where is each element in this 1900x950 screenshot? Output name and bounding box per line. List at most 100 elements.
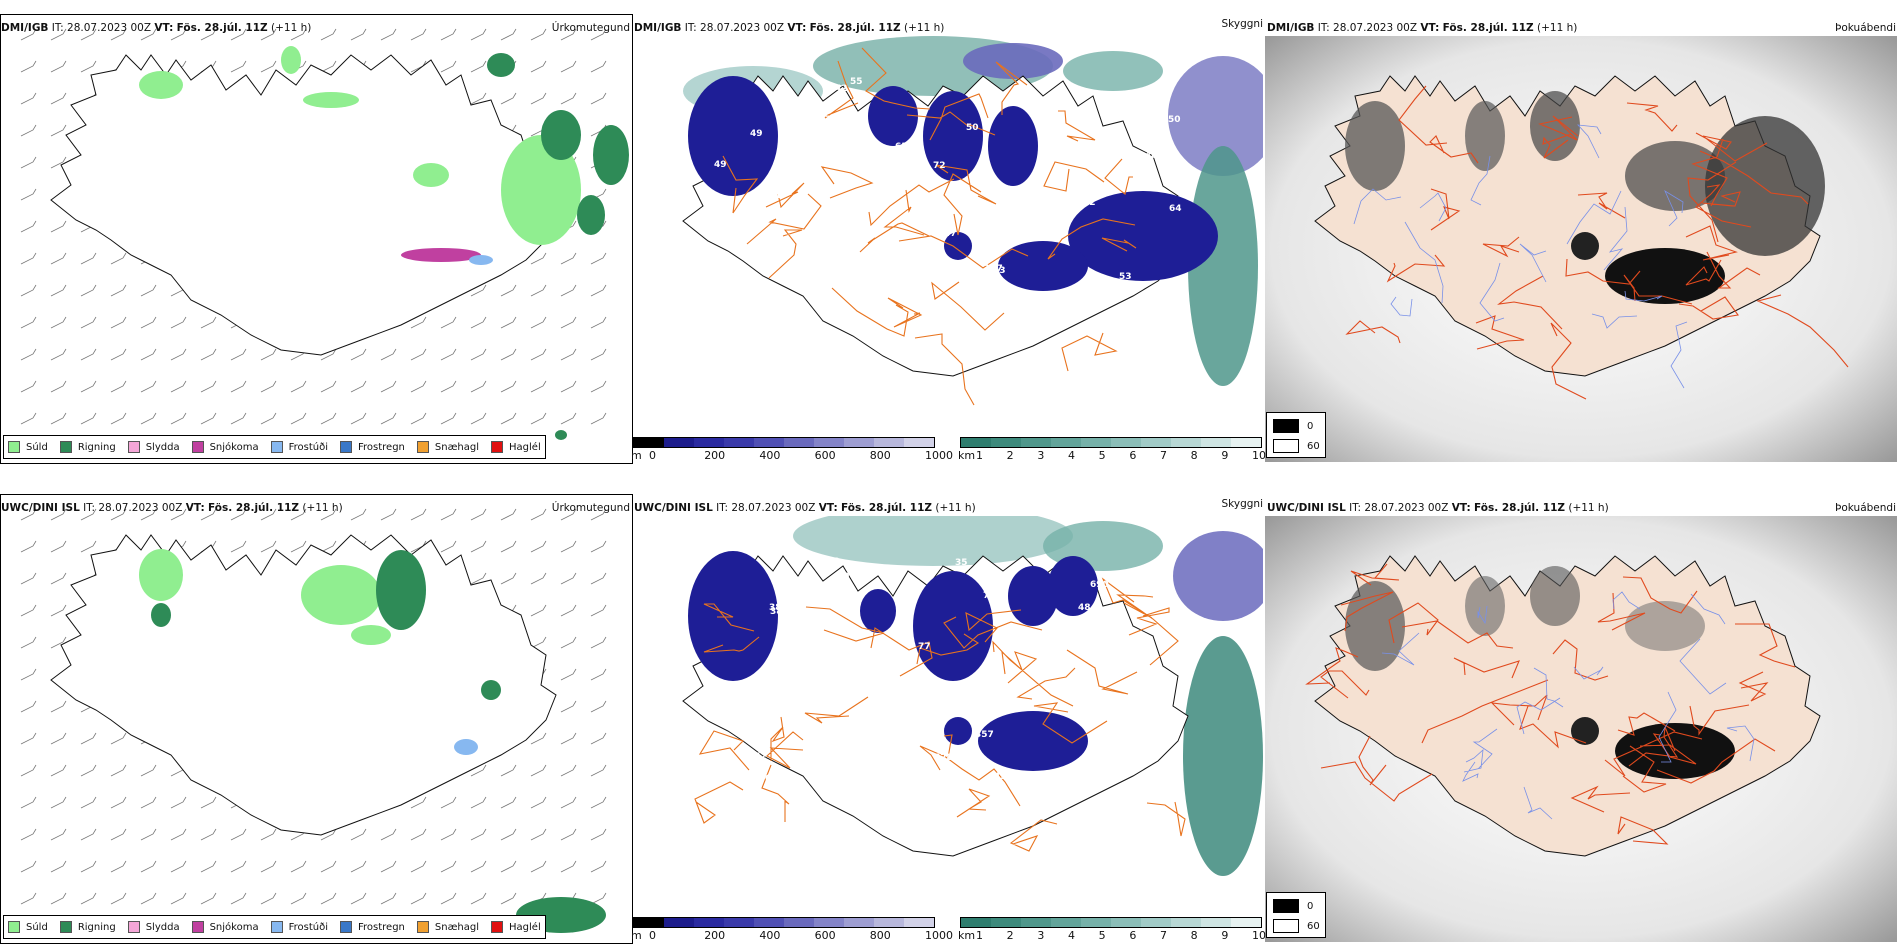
wind-barb — [320, 28, 337, 41]
cloud-base-label: 55 — [748, 711, 761, 721]
wind-barb — [50, 764, 67, 777]
colorbar-step — [991, 918, 1021, 927]
wind-barb — [20, 892, 37, 905]
header-row1-precip: DMI/IGB IT: 28.07.2023 00Z VT: Fös. 28.j… — [1, 22, 311, 34]
cloud-base-label: 103 — [993, 185, 1012, 195]
wind-barb — [590, 732, 607, 745]
wind-barb — [170, 828, 187, 841]
colorbar-step — [754, 438, 784, 447]
wind-barb — [590, 540, 607, 553]
wind-barb — [440, 540, 457, 553]
wind-barb — [440, 348, 457, 361]
cloud-base-label: 628 — [934, 753, 953, 763]
legend-item: Rigning — [59, 921, 116, 933]
wind-barb — [170, 316, 187, 329]
wind-barb — [560, 796, 577, 809]
wind-barb — [110, 508, 127, 521]
wind-barb — [80, 60, 97, 73]
wind-barb — [560, 380, 577, 393]
fog-index-areas — [1345, 566, 1735, 779]
wind-barb — [290, 892, 307, 905]
cloud-base-label: 55 — [850, 77, 863, 87]
model-name: DMI/IGB — [634, 22, 682, 34]
wind-barb — [500, 92, 517, 105]
wind-barb — [320, 348, 337, 361]
wind-barb — [290, 380, 307, 393]
legend-label: Frostúði — [288, 441, 328, 453]
wind-barb — [80, 892, 97, 905]
wind-barb — [80, 508, 97, 521]
cloud-base-label: 41 — [1124, 663, 1137, 673]
wind-barb — [80, 732, 97, 745]
colorbar-tick: 8 — [1190, 449, 1198, 462]
lead-time: (+11 h) — [904, 22, 945, 34]
model-name: UWC/DINI ISL — [1267, 502, 1346, 514]
colorbar-tick: 600 — [814, 929, 836, 942]
wind-barb — [50, 636, 67, 649]
legend-label: Rigning — [77, 921, 116, 933]
colorbar-step — [904, 918, 934, 927]
cloud-base-label: 79 — [983, 591, 996, 601]
colorbar-tick: 10 — [1252, 449, 1266, 462]
wind-barb — [140, 284, 157, 297]
model-name: UWC/DINI ISL — [1, 502, 80, 514]
precip-title-row2: Úrkomutegund — [551, 502, 630, 514]
cloud-base-label: 48 — [1078, 603, 1091, 613]
wind-barb — [470, 412, 487, 425]
wind-barb — [350, 28, 367, 41]
fog-legend-swatch — [1273, 919, 1299, 933]
header-row2-cloud: UWC/DINI ISL IT: 28.07.2023 00Z VT: Fös.… — [634, 502, 976, 514]
wind-barb — [230, 508, 247, 521]
wind-barb — [20, 668, 37, 681]
wind-barb — [380, 348, 397, 361]
colorbar-step — [1171, 918, 1201, 927]
roads — [1345, 85, 1849, 400]
fog-legend-swatch — [1273, 419, 1299, 433]
cloud-base-label: 64 — [912, 167, 925, 177]
legend-item: Haglél — [491, 441, 541, 453]
cloud-base-label: 49 — [1084, 194, 1097, 204]
lead-time: (+11 h) — [302, 502, 343, 514]
wind-barb — [140, 892, 157, 905]
colorbar-tick: 200 — [704, 929, 726, 942]
wind-barb — [230, 28, 247, 41]
vt-label: VT: — [787, 22, 807, 34]
legend-item: Frostúði — [270, 441, 328, 453]
wind-barb — [380, 412, 397, 425]
low-cloud-areas — [688, 76, 1218, 291]
roads — [722, 47, 1137, 406]
wind-barb — [380, 860, 397, 873]
wind-barb — [530, 540, 547, 553]
legend-label: Snæhagl — [434, 921, 480, 933]
vt-value: Fös. 28.júl. 11Z — [176, 22, 268, 34]
it-label: IT: — [716, 502, 729, 514]
wind-barb — [560, 732, 577, 745]
wind-barb — [350, 860, 367, 873]
legend-item: Haglél — [491, 921, 541, 933]
wind-barb — [560, 316, 577, 329]
fog-legend-row1: 0 60 — [1266, 412, 1326, 458]
colorbar-step — [634, 438, 664, 447]
wind-barb — [530, 828, 547, 841]
wind-barb — [440, 860, 457, 873]
wind-barb — [410, 28, 427, 41]
cloud-base-label: 107 — [984, 264, 1003, 274]
wind-barb — [320, 828, 337, 841]
legend-swatch — [270, 441, 283, 453]
colorbar-unit: km — [958, 449, 976, 462]
precip-map-row2 — [1, 495, 630, 941]
vt-value: Fös. 28.júl. 11Z — [809, 22, 901, 34]
wind-barb — [530, 28, 547, 41]
vt-value: Fös. 28.júl. 11Z — [208, 502, 299, 514]
colorbar-step — [724, 918, 754, 927]
cloud-base-label: 43 — [993, 266, 1006, 276]
wind-barb — [20, 220, 37, 233]
cloud-base-label: 121 — [914, 698, 933, 708]
wind-barb — [110, 348, 127, 361]
wind-barb — [590, 796, 607, 809]
colorbar-step — [961, 918, 991, 927]
wind-barb — [560, 636, 577, 649]
colorbar-step — [664, 438, 694, 447]
cloud-base-label: 222 — [821, 557, 840, 567]
wind-barb — [470, 92, 487, 105]
